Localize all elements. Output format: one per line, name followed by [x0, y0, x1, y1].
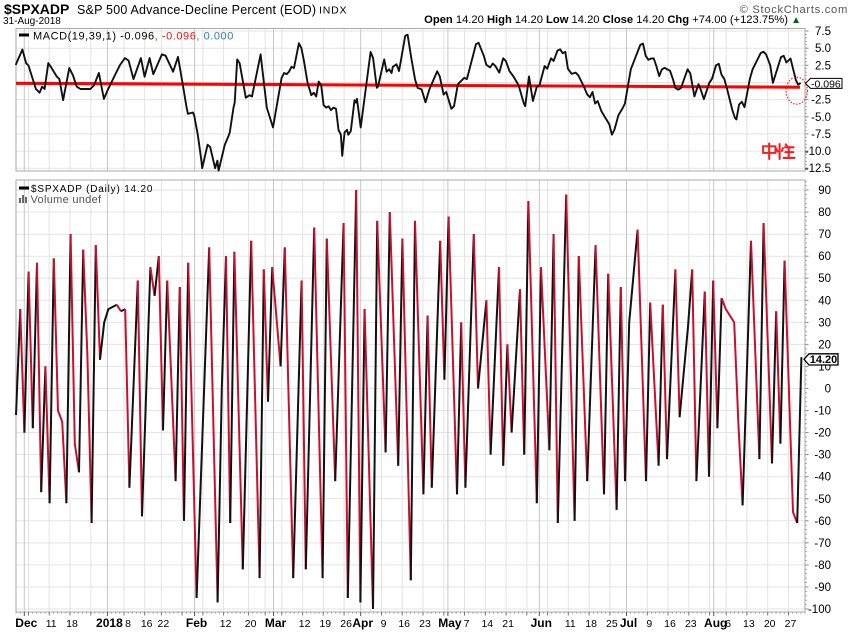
svg-text:© StockCharts.com: © StockCharts.com: [740, 4, 848, 16]
svg-text:25: 25: [606, 618, 618, 630]
svg-text:18: 18: [585, 618, 597, 630]
svg-text:Jul: Jul: [620, 616, 637, 630]
svg-text:Volume undef: Volume undef: [31, 194, 103, 206]
svg-text:16: 16: [664, 618, 676, 630]
svg-text:-20: -20: [814, 428, 831, 440]
svg-text:9: 9: [381, 618, 387, 630]
svg-text:Mar: Mar: [265, 616, 287, 630]
svg-text:20: 20: [818, 339, 831, 351]
svg-text:12: 12: [220, 618, 232, 630]
svg-text:MACD(19,39,1) -0.096, -0.096,: MACD(19,39,1) -0.096, -0.096, 0.000: [33, 31, 234, 43]
svg-text:7.5: 7.5: [815, 26, 831, 38]
svg-text:90: 90: [818, 185, 831, 197]
svg-text:-2.5: -2.5: [811, 95, 831, 107]
svg-text:2.5: 2.5: [815, 60, 831, 72]
svg-text:-90: -90: [814, 582, 831, 594]
svg-text:23: 23: [419, 618, 431, 630]
svg-text:5.0: 5.0: [815, 43, 831, 55]
svg-text:14: 14: [481, 618, 493, 630]
svg-text:-5.0: -5.0: [811, 112, 831, 124]
svg-text:40: 40: [818, 295, 831, 307]
svg-text:60: 60: [818, 251, 831, 263]
svg-text:0: 0: [825, 384, 831, 396]
svg-text:S&P 500 Advance-Decline Percen: S&P 500 Advance-Decline Percent (EOD): [77, 3, 316, 17]
svg-text:12: 12: [299, 618, 311, 630]
svg-text:$SPXADP: $SPXADP: [4, 1, 69, 17]
svg-text:-30: -30: [814, 450, 831, 462]
svg-text:Apr: Apr: [352, 616, 373, 630]
svg-text:-80: -80: [814, 560, 831, 572]
svg-text:-50: -50: [814, 494, 831, 506]
svg-text:$SPXADP (Daily) 14.20: $SPXADP (Daily) 14.20: [31, 184, 153, 195]
svg-text:INDX: INDX: [319, 5, 347, 17]
svg-text:May: May: [438, 616, 462, 630]
svg-text:Dec: Dec: [15, 616, 37, 630]
svg-text:6: 6: [725, 618, 731, 630]
svg-text:31-Aug-2018: 31-Aug-2018: [3, 16, 61, 27]
svg-text:30: 30: [818, 317, 831, 329]
svg-text:-60: -60: [814, 516, 831, 528]
svg-text:Aug: Aug: [704, 616, 727, 630]
svg-text:7: 7: [464, 618, 470, 630]
svg-text:2018: 2018: [96, 616, 123, 630]
svg-text:-10.0: -10.0: [805, 146, 831, 158]
svg-text:-0.096: -0.096: [811, 78, 841, 90]
svg-text:-100: -100: [808, 604, 831, 616]
svg-text:27: 27: [785, 618, 797, 630]
svg-text:13: 13: [743, 618, 755, 630]
svg-text:-70: -70: [814, 538, 831, 550]
svg-text:20: 20: [245, 618, 257, 630]
svg-text:11: 11: [46, 618, 57, 630]
svg-text:-7.5: -7.5: [811, 129, 831, 141]
svg-text:50: 50: [818, 273, 831, 285]
svg-text:21: 21: [502, 618, 514, 630]
svg-text:Feb: Feb: [186, 616, 207, 630]
svg-text:16: 16: [141, 618, 153, 630]
svg-text:16: 16: [398, 618, 410, 630]
svg-text:20: 20: [764, 618, 776, 630]
svg-text:Jun: Jun: [531, 616, 552, 630]
svg-text:80: 80: [818, 207, 831, 219]
svg-text:19: 19: [319, 618, 331, 630]
svg-text:14.20: 14.20: [810, 354, 838, 366]
svg-text:18: 18: [66, 618, 78, 630]
svg-text:22: 22: [158, 618, 170, 630]
svg-text:-40: -40: [814, 472, 831, 484]
svg-text:26: 26: [340, 618, 352, 630]
svg-text:Open 14.20 High 14.20 Low 14.2: Open 14.20 High 14.20 Low 14.20 Close 14…: [424, 14, 801, 26]
svg-text:11: 11: [565, 618, 576, 630]
svg-text:23: 23: [685, 618, 697, 630]
svg-text:70: 70: [818, 229, 831, 241]
svg-text:-12.5: -12.5: [805, 163, 831, 175]
svg-text:8: 8: [125, 618, 131, 630]
svg-text:-10: -10: [814, 406, 831, 418]
svg-text:9: 9: [646, 618, 652, 630]
